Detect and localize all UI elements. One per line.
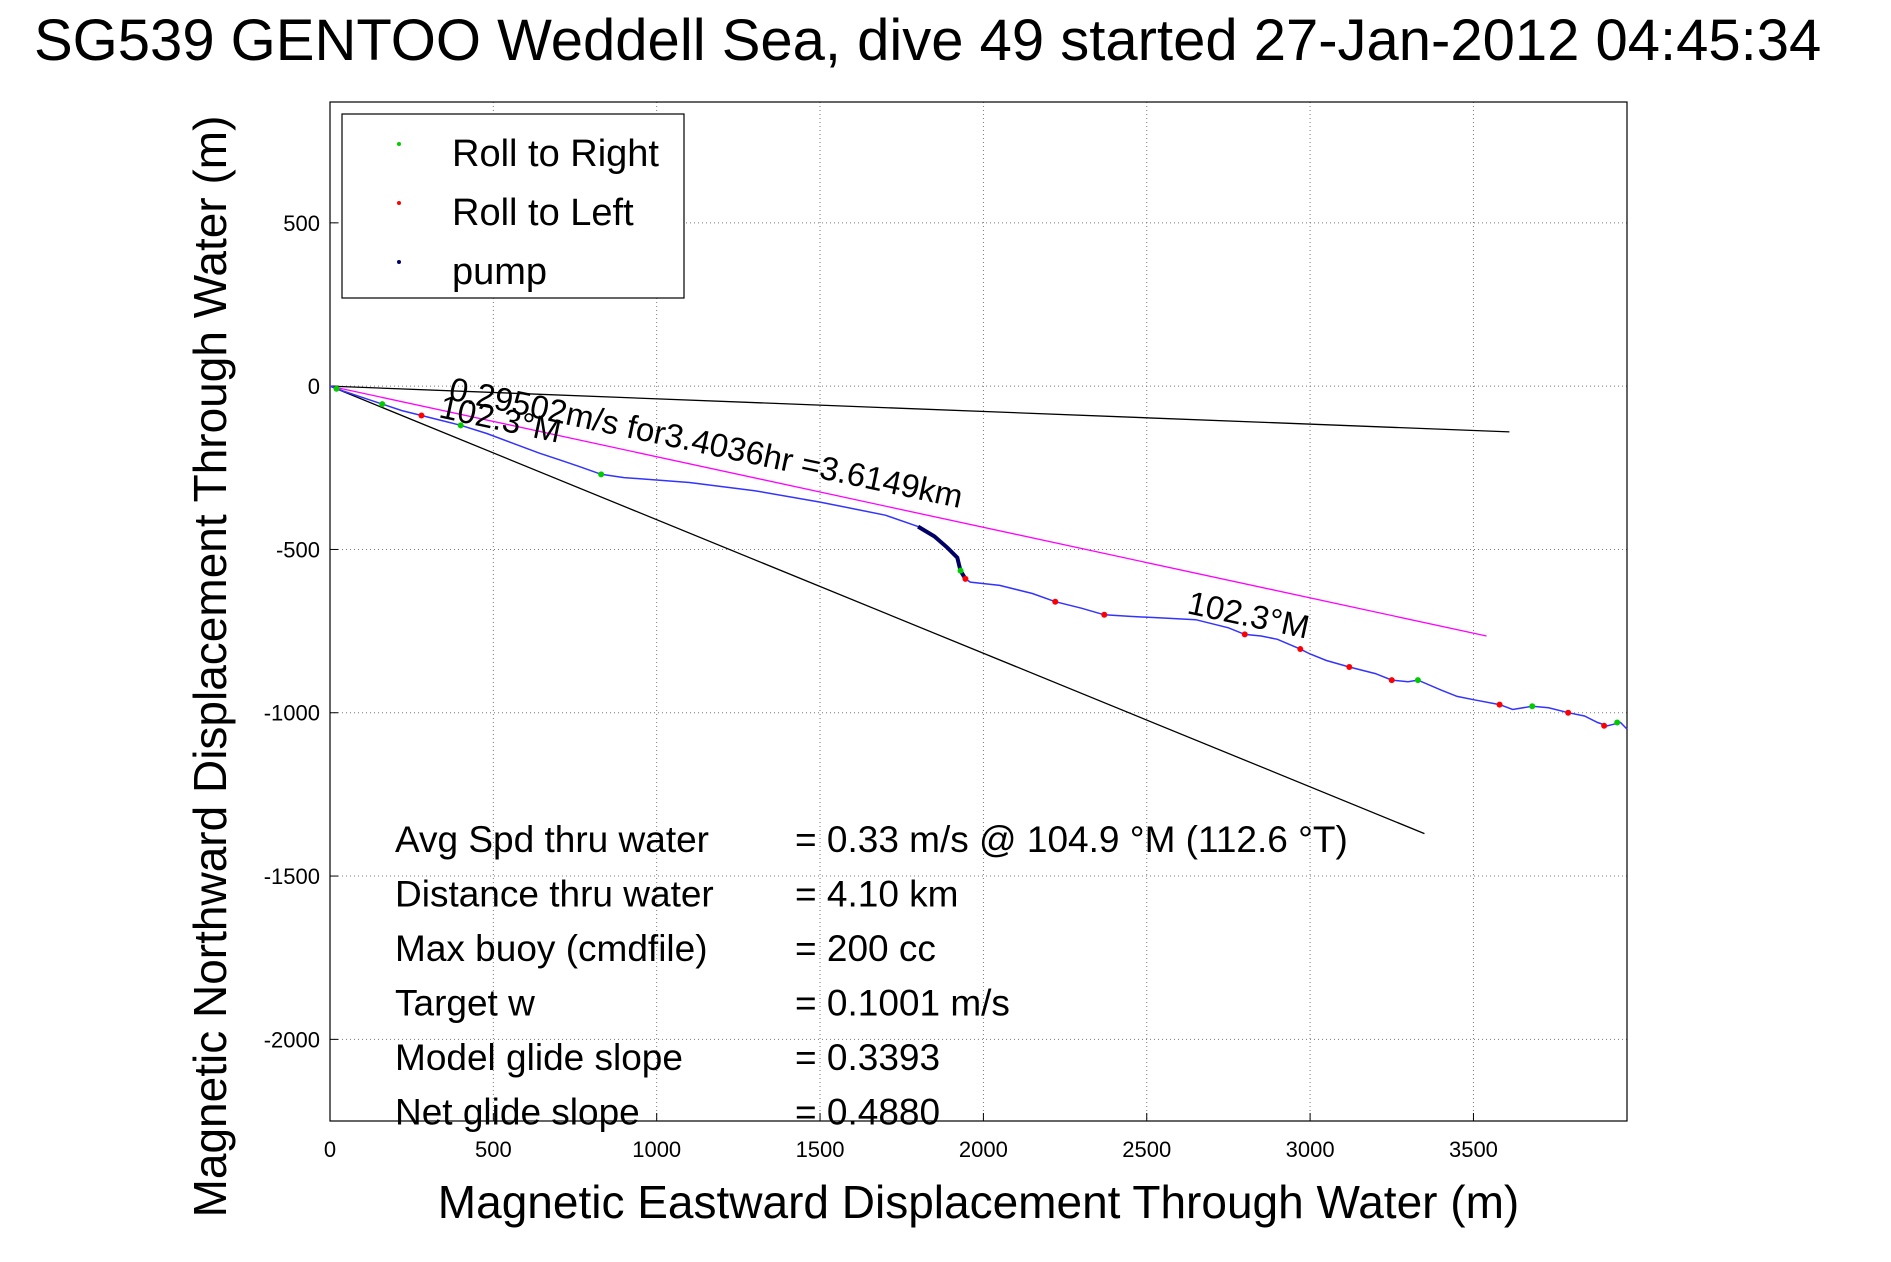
roll-left-marker: [1297, 646, 1304, 653]
chart-title: SG539 GENTOO Weddell Sea, dive 49 starte…: [34, 8, 1822, 73]
roll-right-marker: [379, 401, 386, 408]
stats-value: = 0.4880: [795, 1092, 940, 1133]
plot-frame: [329, 101, 1628, 1122]
stats-value: = 0.3393: [795, 1037, 940, 1078]
legend-marker: [397, 142, 401, 146]
stats-label: Net glide slope: [395, 1092, 640, 1133]
roll-left-marker: [1346, 664, 1353, 671]
roll-left-marker: [1101, 611, 1108, 618]
roll-left-marker: [1052, 598, 1059, 605]
y-tick-label: -500: [276, 537, 320, 562]
y-tick-label: -1500: [264, 864, 320, 889]
y-tick-label: -1000: [264, 701, 320, 726]
x-tick-label: 3500: [1449, 1137, 1498, 1162]
x-tick-label: 500: [475, 1137, 512, 1162]
reference-line-net: [329, 385, 1487, 637]
x-tick-label: 2000: [959, 1137, 1008, 1162]
roll-left-marker: [418, 412, 425, 419]
stats-value: = 4.10 km: [795, 874, 959, 915]
legend-label: Roll to Right: [452, 133, 659, 175]
roll-right-marker: [957, 567, 964, 574]
stats-label: Distance thru water: [395, 874, 714, 915]
legend-marker: [397, 201, 401, 205]
roll-left-marker: [1241, 631, 1248, 638]
legend-marker: [397, 260, 401, 264]
y-axis-label: Magnetic Northward Displacement Through …: [184, 116, 236, 1218]
reference-line-upper: [329, 385, 1510, 433]
roll-left-marker: [1601, 722, 1608, 729]
roll-right-marker: [1614, 719, 1621, 726]
x-tick-label: 3000: [1286, 1137, 1335, 1162]
roll-left-marker: [1565, 709, 1572, 716]
legend-label: pump: [452, 251, 547, 293]
stats-label: Max buoy (cmdfile): [395, 928, 708, 969]
stats-label: Model glide slope: [395, 1037, 683, 1078]
legend-label: Roll to Left: [452, 192, 634, 234]
roll-left-marker: [1388, 677, 1395, 684]
x-tick-label: 2500: [1122, 1137, 1171, 1162]
x-tick-label: 0: [324, 1137, 336, 1162]
roll-right-marker: [333, 385, 340, 392]
roll-right-marker: [1414, 677, 1421, 684]
stats-label: Avg Spd thru water: [395, 819, 709, 860]
y-tick-label: 0: [308, 374, 320, 399]
roll-left-marker: [962, 575, 969, 582]
y-tick-label: -2000: [264, 1027, 320, 1052]
roll-left-marker: [1496, 701, 1503, 708]
stats-label: Target w: [395, 983, 535, 1024]
roll-right-marker: [1529, 703, 1536, 710]
reference-line-lower: [329, 385, 1425, 835]
stats-value: = 200 cc: [795, 928, 936, 969]
stats-value: = 0.33 m/s @ 104.9 °M (112.6 °T): [795, 819, 1348, 860]
x-tick-label: 1000: [632, 1137, 681, 1162]
x-tick-label: 1500: [796, 1137, 845, 1162]
roll-right-marker: [457, 422, 464, 429]
x-axis-label: Magnetic Eastward Displacement Through W…: [438, 1176, 1519, 1228]
y-tick-label: 500: [283, 211, 320, 236]
roll-right-marker: [598, 471, 605, 478]
stats-value: = 0.1001 m/s: [795, 983, 1010, 1024]
